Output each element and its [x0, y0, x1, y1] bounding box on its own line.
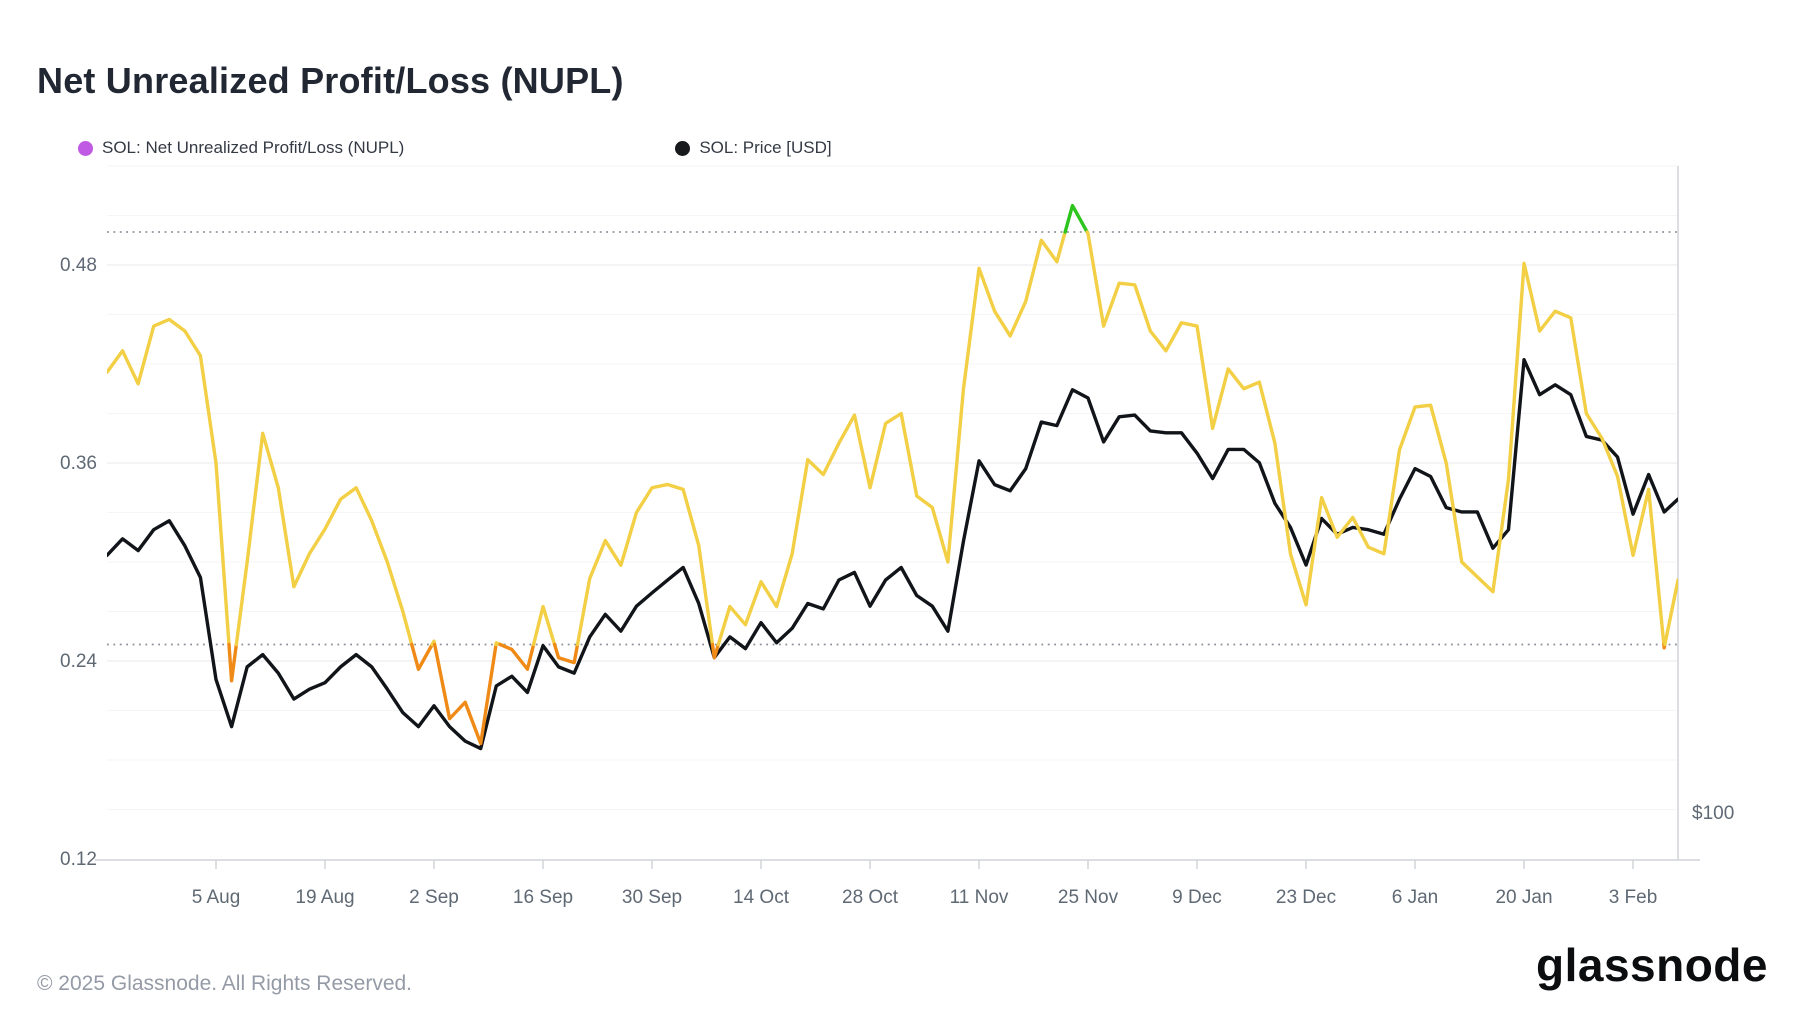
x-axis-label: 20 Jan — [1495, 887, 1552, 908]
price-line-series[interactable] — [107, 357, 1678, 751]
y-axis-right-label: $100 — [1692, 803, 1734, 824]
nupl-line-segment[interactable] — [575, 482, 715, 647]
glassnode-logo[interactable]: glassnode — [1535, 939, 1768, 991]
x-axis-label: 6 Jan — [1392, 887, 1438, 908]
x-axis-label: 5 Aug — [192, 887, 241, 908]
nupl-line-segment[interactable] — [716, 230, 1067, 647]
x-axis-label: 14 Oct — [733, 887, 790, 908]
nupl-line-segment[interactable] — [1085, 230, 1666, 647]
nupl-line-segment[interactable] — [107, 317, 231, 647]
x-axis-label: 3 Feb — [1609, 887, 1658, 908]
nupl-line-segment[interactable] — [498, 642, 536, 671]
x-axis-label: 2 Sep — [409, 887, 459, 908]
nupl-line-segment[interactable] — [234, 431, 414, 647]
x-axis-label: 30 Sep — [622, 887, 682, 908]
nupl-line-segment[interactable] — [432, 642, 498, 746]
y-axis-label: 0.48 — [60, 255, 97, 276]
nupl-line-segment[interactable] — [227, 642, 239, 683]
x-axis-label: 11 Nov — [950, 887, 1009, 908]
legend-item-label: SOL: Net Unrealized Profit/Loss (NUPL) — [102, 138, 405, 157]
y-axis-label: 0.12 — [60, 849, 97, 870]
footer-copyright: © 2025 Glassnode. All Rights Reserved. — [37, 972, 413, 995]
chart-legend: SOL: Net Unrealized Profit/Loss (NUPL) S… — [78, 138, 832, 158]
legend-item-label: SOL: Price [USD] — [699, 138, 832, 157]
x-axis-label: 23 Dec — [1276, 887, 1336, 908]
x-axis-label: 25 Nov — [1058, 887, 1119, 908]
nupl-line-segment[interactable] — [410, 642, 434, 671]
legend-item-nupl[interactable]: SOL: Net Unrealized Profit/Loss (NUPL) — [78, 138, 404, 158]
nupl-line-segment[interactable] — [710, 642, 721, 660]
nupl-legend-dot-icon — [78, 140, 93, 156]
page-title: Net Unrealized Profit/Loss (NUPL) — [37, 60, 624, 102]
nupl-line-segment[interactable] — [1663, 578, 1678, 647]
nupl-line-segment[interactable] — [552, 642, 580, 665]
legend-item-price[interactable]: SOL: Price [USD] — [675, 138, 832, 158]
x-axis-label: 16 Sep — [513, 887, 573, 908]
y-axis-label: 0.36 — [60, 453, 97, 474]
price-legend-dot-icon — [675, 140, 691, 156]
x-axis-label: 9 Dec — [1172, 887, 1222, 908]
x-axis-label: 28 Oct — [842, 887, 899, 908]
y-axis-label: 0.24 — [60, 651, 97, 672]
x-axis-label: 19 Aug — [295, 887, 354, 908]
nupl-line-segment[interactable] — [531, 604, 557, 647]
nupl-line-segment[interactable] — [1063, 203, 1089, 234]
